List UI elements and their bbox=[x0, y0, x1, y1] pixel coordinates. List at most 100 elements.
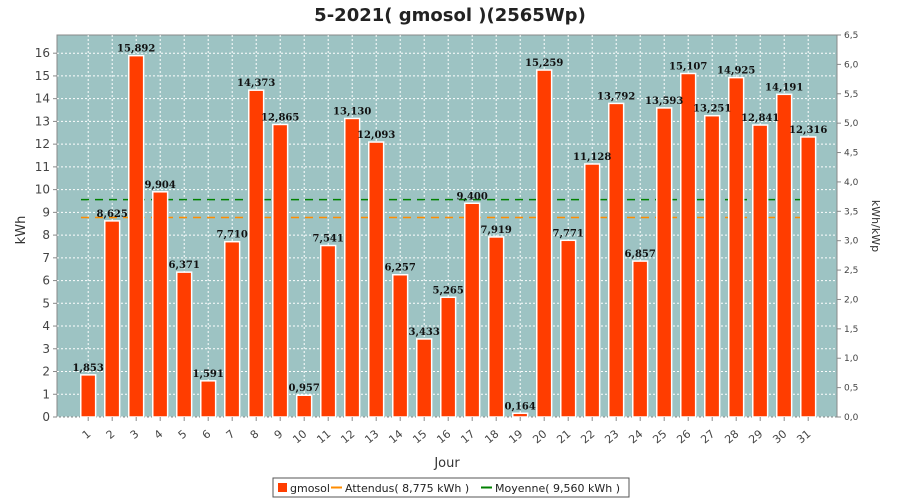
data-label: 7,919 bbox=[481, 225, 512, 236]
y-right-tick-label: 4,0 bbox=[844, 178, 859, 188]
data-label: 12,841 bbox=[741, 113, 779, 124]
bar bbox=[464, 202, 481, 418]
data-label: 15,892 bbox=[117, 44, 155, 55]
bar bbox=[200, 380, 217, 418]
x-tick-label: 5 bbox=[176, 427, 190, 441]
y-right-tick-label: 1,5 bbox=[844, 325, 858, 335]
x-tick-label: 31 bbox=[794, 427, 813, 446]
x-tick-label: 30 bbox=[770, 427, 789, 446]
data-label: 13,792 bbox=[597, 91, 635, 102]
legend-label-attendus: Attendus( 8,775 kWh ) bbox=[345, 482, 469, 495]
x-tick-label: 28 bbox=[722, 427, 741, 446]
bar bbox=[584, 163, 601, 418]
bar bbox=[728, 76, 745, 418]
y-right-tick-label: 0,0 bbox=[844, 413, 859, 423]
bar bbox=[704, 114, 721, 418]
data-label: 11,128 bbox=[573, 152, 611, 163]
bar bbox=[320, 244, 337, 418]
chart-title: 5-2021( gmosol )(2565Wp) bbox=[314, 5, 586, 26]
x-tick-label: 15 bbox=[410, 427, 429, 446]
data-label: 0,957 bbox=[289, 383, 320, 394]
bar bbox=[296, 394, 313, 418]
legend-label-moyenne: Moyenne( 9,560 kWh ) bbox=[495, 482, 620, 495]
data-label: 7,710 bbox=[217, 230, 248, 241]
data-label: 13,593 bbox=[645, 96, 683, 107]
y-axis-label: kWh bbox=[14, 216, 29, 245]
x-tick-label: 27 bbox=[698, 427, 717, 446]
y-right-tick-label: 5,5 bbox=[844, 90, 858, 100]
bar bbox=[416, 338, 433, 418]
x-tick-label: 9 bbox=[272, 427, 286, 441]
bar bbox=[608, 102, 625, 418]
data-label: 0,164 bbox=[505, 401, 536, 412]
y-tick-label: 10 bbox=[35, 183, 50, 197]
bar bbox=[560, 239, 577, 418]
y-right-tick-label: 4,5 bbox=[844, 149, 858, 159]
bar bbox=[248, 89, 265, 418]
x-tick-label: 4 bbox=[152, 427, 166, 441]
x-tick-label: 24 bbox=[626, 427, 645, 446]
y-right-tick-label: 2,0 bbox=[844, 295, 859, 305]
bar bbox=[128, 54, 145, 418]
y-tick-label: 3 bbox=[42, 342, 50, 356]
x-tick-label: 10 bbox=[290, 427, 309, 446]
data-label: 8,625 bbox=[97, 209, 128, 220]
y-tick-label: 15 bbox=[35, 69, 50, 83]
x-tick-label: 26 bbox=[674, 427, 693, 446]
x-tick-label: 8 bbox=[248, 427, 262, 441]
data-label: 12,865 bbox=[261, 112, 299, 123]
x-tick-label: 16 bbox=[434, 427, 453, 446]
x-tick-label: 22 bbox=[578, 427, 597, 446]
y-tick-label: 14 bbox=[35, 92, 50, 106]
legend-label-gmosol: gmosol bbox=[290, 482, 330, 495]
data-label: 1,591 bbox=[193, 369, 224, 380]
x-tick-label: 17 bbox=[458, 427, 477, 446]
y-tick-label: 2 bbox=[42, 365, 50, 379]
bar bbox=[392, 273, 409, 418]
y-tick-label: 6 bbox=[42, 274, 50, 288]
data-label: 14,925 bbox=[717, 66, 755, 77]
y-tick-label: 12 bbox=[35, 137, 50, 151]
bar bbox=[536, 69, 553, 418]
data-label: 6,371 bbox=[169, 260, 200, 271]
data-label: 14,191 bbox=[765, 82, 803, 93]
x-tick-label: 1 bbox=[80, 427, 94, 441]
data-label: 12,093 bbox=[357, 130, 395, 141]
bar bbox=[680, 72, 697, 418]
bar bbox=[488, 236, 505, 418]
bar bbox=[176, 271, 193, 418]
y-tick-label: 16 bbox=[35, 46, 50, 60]
x-tick-label: 21 bbox=[554, 427, 573, 446]
x-tick-label: 19 bbox=[506, 427, 525, 446]
data-label: 9,400 bbox=[457, 191, 488, 202]
data-label: 13,130 bbox=[333, 106, 371, 117]
data-label: 5,265 bbox=[433, 285, 464, 296]
x-tick-label: 6 bbox=[200, 427, 214, 441]
data-label: 13,251 bbox=[693, 104, 731, 115]
data-label: 7,771 bbox=[553, 228, 584, 239]
bar bbox=[512, 412, 529, 418]
x-tick-label: 7 bbox=[224, 427, 238, 441]
bar bbox=[224, 240, 241, 418]
bar bbox=[368, 141, 385, 418]
data-label: 6,257 bbox=[385, 263, 416, 274]
bar bbox=[800, 136, 817, 418]
bar bbox=[752, 124, 769, 418]
y-right-tick-label: 3,5 bbox=[844, 207, 858, 217]
y-tick-label: 1 bbox=[42, 387, 50, 401]
y-tick-label: 0 bbox=[42, 410, 50, 424]
bar bbox=[656, 107, 673, 418]
data-label: 15,107 bbox=[669, 61, 707, 72]
x-tick-label: 2 bbox=[104, 427, 118, 441]
x-tick-label: 23 bbox=[602, 427, 621, 446]
data-label: 1,853 bbox=[73, 363, 104, 374]
legend: gmosol Attendus( 8,775 kWh ) Moyenne( 9,… bbox=[272, 477, 630, 498]
data-label: 3,433 bbox=[409, 327, 440, 338]
legend-swatch-gmosol bbox=[278, 483, 287, 492]
data-label: 9,904 bbox=[145, 180, 176, 191]
bar bbox=[344, 117, 361, 418]
y-tick-label: 5 bbox=[42, 296, 50, 310]
y-tick-label: 11 bbox=[35, 160, 50, 174]
bar bbox=[80, 374, 97, 418]
